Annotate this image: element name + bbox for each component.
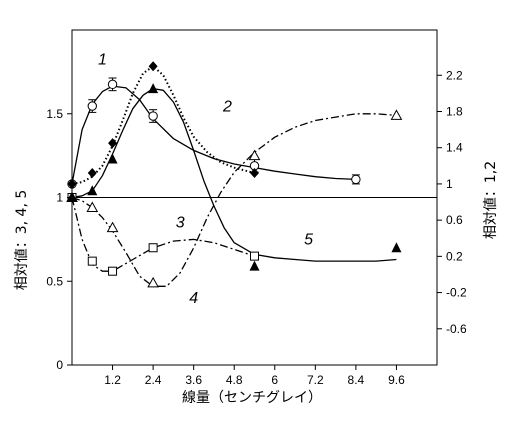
series-4-point [106, 221, 119, 233]
curve-label-3: 3 [176, 215, 185, 232]
series-5-point [107, 153, 118, 164]
series-1-point [148, 111, 158, 121]
x-tick-label: 4.8 [226, 373, 243, 387]
series-3-point [148, 243, 158, 253]
series-2-point [87, 168, 97, 179]
series-4-point [86, 201, 99, 213]
series-2-point [108, 138, 118, 149]
series-1-line [71, 85, 356, 185]
series-markers [66, 61, 403, 288]
right-tick-label: 0.6 [446, 213, 463, 227]
series-2-point [148, 61, 158, 72]
error-bars [88, 77, 360, 185]
x-tick-label: 6 [271, 373, 278, 387]
left-tick-label: 1.5 [46, 107, 63, 121]
right-tick-label: 1.4 [446, 141, 463, 155]
x-tick-label: 9.6 [388, 373, 405, 387]
axis-ticks: 1.2 2.4 3.6 4.8 6 7.2 8.4 9.6 0 0.5 1 1.5 -0.6 -0.2 0.… [46, 68, 467, 387]
series-3-point [250, 251, 259, 261]
series-4-point [147, 276, 159, 288]
curve-labels: 1 2 3 4 5 [98, 51, 313, 307]
series-1-point [87, 101, 97, 111]
series-5-point [249, 260, 260, 271]
left-tick-label: 0 [56, 358, 63, 372]
right-tick-label: 2.2 [446, 68, 463, 82]
series-1-point [107, 79, 118, 90]
curve-label-5: 5 [304, 231, 313, 248]
series-4-point [390, 109, 403, 120]
series-5-point [87, 185, 98, 196]
series-2-line [71, 65, 255, 185]
series-3-point [108, 266, 118, 276]
series-curves [71, 65, 397, 287]
series-1-point [351, 174, 361, 185]
curve-label-4: 4 [189, 290, 198, 307]
right-axis-title: 相対値：1,2 [483, 161, 499, 239]
left-tick-label: 0.5 [46, 274, 63, 288]
x-axis-title: 線量（センチグレイ） [182, 390, 322, 406]
curve-label-2: 2 [222, 98, 232, 115]
x-tick-label: 8.4 [348, 373, 365, 387]
left-axis-title: 相対値：3, 4, 5 [14, 190, 30, 291]
series-2-point [250, 168, 259, 179]
x-tick-label: 3.6 [185, 373, 202, 387]
series-5-point [148, 83, 159, 94]
series-5-point [391, 242, 402, 253]
x-tick-label: 2.4 [145, 373, 162, 387]
right-tick-label: 1.8 [446, 104, 463, 118]
series-3-point [87, 256, 97, 266]
left-tick-label: 1 [56, 191, 63, 205]
right-tick-label: -0.2 [446, 286, 467, 300]
curve-label-1: 1 [98, 51, 107, 68]
series-4-point [248, 149, 261, 161]
series-3-line [71, 197, 255, 272]
series-2-point [67, 178, 77, 189]
right-tick-label: -0.6 [446, 322, 467, 336]
right-tick-label: 1 [446, 177, 453, 191]
series-4-line [71, 113, 397, 287]
right-tick-label: 0.2 [446, 249, 463, 263]
x-tick-label: 1.2 [104, 373, 121, 387]
x-tick-label: 7.2 [307, 373, 324, 387]
